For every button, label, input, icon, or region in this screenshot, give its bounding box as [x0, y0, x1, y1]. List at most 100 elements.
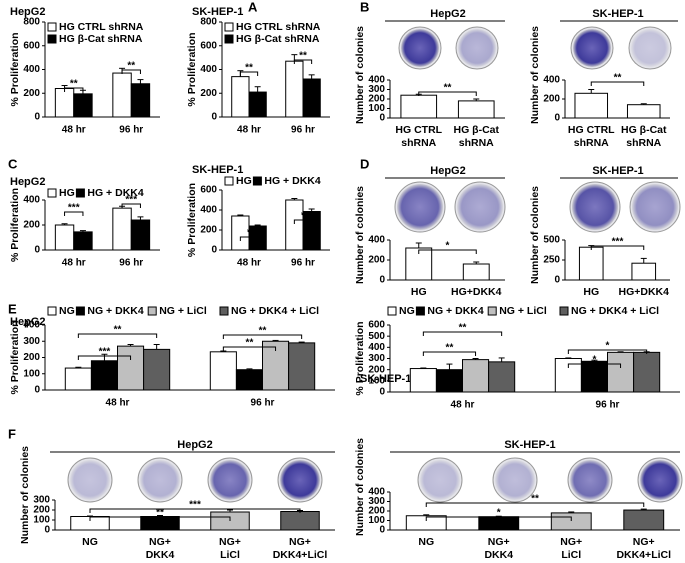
bar	[550, 512, 592, 531]
y-tick-label: 200	[23, 352, 40, 363]
bar	[209, 351, 237, 391]
bar	[400, 94, 438, 119]
bar	[117, 345, 145, 391]
legend-label: NG + DKK4 + LiCl	[231, 305, 319, 317]
panel-letter: A	[248, 0, 258, 14]
significance-label: ***	[125, 195, 137, 206]
significance-bracket	[77, 333, 158, 338]
significance-bracket	[239, 236, 259, 241]
legend-swatch	[224, 176, 234, 186]
significance-bracket	[590, 245, 645, 250]
y-tick-label: 600	[368, 320, 385, 331]
legend-label: HG CTRL shRNA	[236, 21, 321, 33]
y-axis-label: Number of colonies	[354, 438, 366, 536]
bar	[130, 83, 151, 118]
significance-label: **	[127, 61, 135, 72]
y-tick-label: 0	[379, 387, 385, 398]
bar	[285, 60, 304, 118]
x-tick-label: 48 hr	[237, 125, 261, 136]
significance-label: *	[446, 241, 450, 252]
significance-bracket	[418, 249, 477, 254]
legend-swatch	[387, 306, 397, 316]
bar	[435, 369, 463, 393]
x-tick-label: 96 hr	[291, 258, 315, 269]
legend-swatch	[47, 306, 57, 316]
y-axis-label: % Proliferation	[186, 183, 198, 257]
bar	[248, 91, 267, 118]
significance-label: **	[444, 83, 452, 94]
bar	[580, 360, 609, 393]
significance-bracket	[89, 508, 301, 513]
y-axis-label: Number of colonies	[354, 26, 366, 124]
colony-stain	[631, 29, 669, 67]
legend-label: HG β-Cat shRNA	[236, 33, 320, 45]
colony-stain	[280, 460, 320, 500]
panel-letter: E	[8, 301, 17, 316]
y-tick-label: 0	[34, 385, 40, 396]
significance-label: **	[446, 343, 454, 354]
colony-stain	[210, 460, 250, 500]
significance-bracket	[239, 71, 259, 76]
y-tick-label: 400	[23, 195, 40, 206]
bar	[73, 93, 93, 118]
significance-label: **	[114, 325, 122, 336]
significance-bracket	[422, 331, 503, 336]
chart-title: SK-HEP-1	[592, 8, 643, 20]
x-tick-label: 48 hr	[62, 258, 86, 269]
legend-swatch	[415, 306, 425, 316]
significance-bracket	[64, 87, 84, 92]
significance-label: **	[614, 73, 622, 84]
bar	[626, 104, 661, 119]
y-tick-label: 400	[23, 320, 40, 331]
y-tick-label: 100	[33, 515, 50, 526]
x-tick-label: HG β-Cat	[621, 124, 667, 136]
x-tick-label: DKK4	[484, 549, 513, 561]
y-tick-label: 400	[23, 64, 40, 75]
bar	[462, 359, 490, 393]
bar	[231, 76, 250, 118]
legend-swatch	[147, 306, 157, 316]
y-tick-label: 200	[368, 94, 385, 105]
x-tick-label: LiCl	[220, 549, 240, 561]
y-tick-label: 400	[368, 75, 385, 86]
legend-label: HG β-Cat shRNA	[59, 33, 143, 45]
significance-label: **	[299, 51, 307, 62]
x-tick-label: 48 hr	[62, 125, 86, 136]
y-tick-label: 300	[23, 336, 40, 347]
y-tick-label: 200	[368, 364, 385, 375]
x-tick-label: NG+	[219, 536, 241, 548]
x-tick-label: shRNA	[626, 137, 661, 149]
significance-label: ***	[99, 347, 111, 358]
legend-label: HG CTRL shRNA	[59, 21, 144, 33]
colony-stain	[397, 184, 443, 230]
legend-swatch	[252, 176, 262, 186]
bar	[631, 262, 657, 281]
significance-label: *	[497, 508, 501, 519]
significance-bracket	[293, 219, 313, 224]
colony-stain	[420, 460, 460, 500]
bar	[112, 207, 132, 251]
colony-stain	[632, 184, 678, 230]
y-tick-label: 0	[554, 275, 560, 286]
y-tick-label: 100	[368, 103, 385, 114]
y-tick-label: 0	[34, 245, 40, 256]
bar	[235, 369, 263, 391]
legend-label: NG + DKK4	[427, 305, 483, 317]
x-tick-label: HG CTRL	[395, 124, 442, 136]
colony-stain	[570, 460, 610, 500]
legend-swatch	[75, 306, 85, 316]
significance-bracket	[64, 211, 84, 216]
y-tick-label: 100	[23, 368, 40, 379]
significance-label: **	[156, 508, 164, 519]
y-tick-label: 800	[23, 17, 40, 28]
significance-label: **	[245, 63, 253, 74]
x-tick-label: NG+	[560, 536, 582, 548]
significance-bracket	[222, 346, 277, 351]
legend-swatch	[47, 22, 57, 32]
bar	[64, 367, 92, 391]
significance-label: *	[592, 355, 596, 366]
y-axis-label: % Proliferation	[354, 321, 366, 395]
bar	[280, 511, 320, 531]
x-tick-label: LiCl	[561, 549, 581, 561]
x-tick-label: DKK4+LiCl	[273, 549, 328, 561]
